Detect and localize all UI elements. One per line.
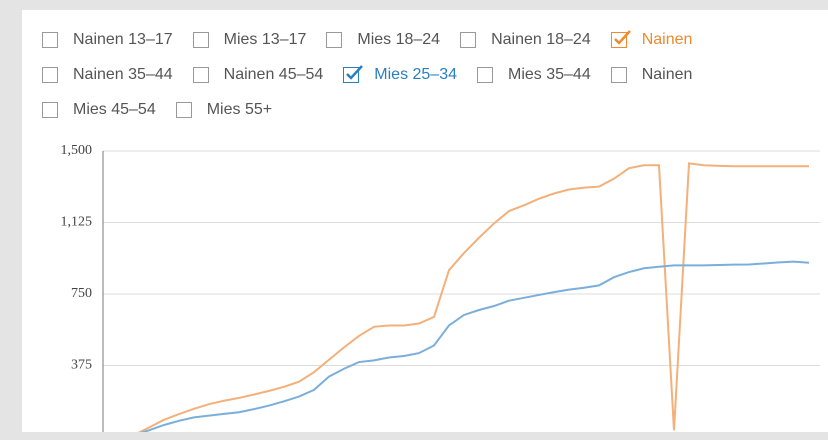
series-line	[137, 162, 809, 432]
filter-label: Mies 45–54	[73, 101, 156, 118]
filter-row: Nainen 35–44 Nainen 45–54 Mies 25–34 Mies 3…	[42, 65, 712, 84]
filter-label: Nainen 35–44	[73, 66, 173, 83]
filter-item[interactable]: Nainen 45–54	[192, 66, 324, 84]
filter-item[interactable]: Mies 25–34	[343, 65, 457, 84]
y-tick-label: 750	[71, 286, 92, 301]
checkbox[interactable]	[326, 32, 343, 48]
checkbox[interactable]	[610, 30, 631, 48]
filter-item[interactable]: Mies 13–17	[192, 31, 307, 49]
y-tick-label: 1,125	[61, 215, 93, 230]
filter-label: Mies 18–24	[357, 31, 441, 48]
filter-item[interactable]: Mies 45–54	[42, 101, 156, 119]
filter-label: Mies 13–17	[223, 31, 307, 48]
filter-item[interactable]: Nainen 13–17	[42, 31, 173, 49]
y-tick-label: 375	[71, 358, 92, 373]
filter-label: Nainen 13–17	[73, 31, 173, 48]
filter-label: Nainen 18–24	[491, 31, 591, 48]
checkbox[interactable]	[175, 102, 192, 118]
filter-label: Mies 35–44	[508, 66, 591, 83]
y-tick-label: 1,500	[61, 143, 93, 158]
filter-label: Nainen	[641, 31, 693, 48]
filter-item[interactable]: Nainen	[610, 30, 693, 49]
check-mark	[613, 30, 631, 45]
check-path	[613, 30, 631, 45]
checkbox[interactable]	[192, 32, 209, 48]
filter-row: Nainen 13–17 Mies 13–17 Mies 18–24 Nainen 1…	[42, 30, 712, 49]
checkbox[interactable]	[477, 67, 493, 83]
filter-label: Mies 25–34	[374, 66, 457, 83]
check-path	[346, 65, 364, 80]
filter-label: Mies 55+	[206, 101, 273, 118]
checkbox[interactable]	[460, 32, 477, 48]
filter-row: Mies 45–54 Mies 55+	[42, 101, 292, 119]
checkbox[interactable]	[42, 67, 58, 83]
checkbox[interactable]	[42, 102, 58, 118]
checkbox[interactable]	[192, 67, 209, 83]
check-mark	[346, 65, 364, 80]
filter-item[interactable]: Mies 18–24	[326, 31, 440, 49]
panel: Nainen 13–17 Mies 13–17 Mies 18–24 Nainen 1…	[22, 10, 828, 432]
filter-label: Nainen	[641, 66, 693, 83]
filter-item[interactable]: Mies 55+	[175, 101, 273, 119]
filter-label: Nainen 45–54	[223, 66, 324, 83]
filter-item[interactable]: Nainen 18–24	[460, 31, 591, 49]
filter-item[interactable]: Mies 35–44	[477, 66, 591, 84]
checkbox[interactable]	[610, 67, 627, 83]
filter-item[interactable]: Nainen 35–44	[42, 66, 173, 84]
checkbox[interactable]	[42, 32, 58, 48]
checkbox[interactable]	[343, 65, 364, 83]
filter-item[interactable]: Nainen	[610, 66, 693, 84]
series-line	[140, 260, 810, 432]
